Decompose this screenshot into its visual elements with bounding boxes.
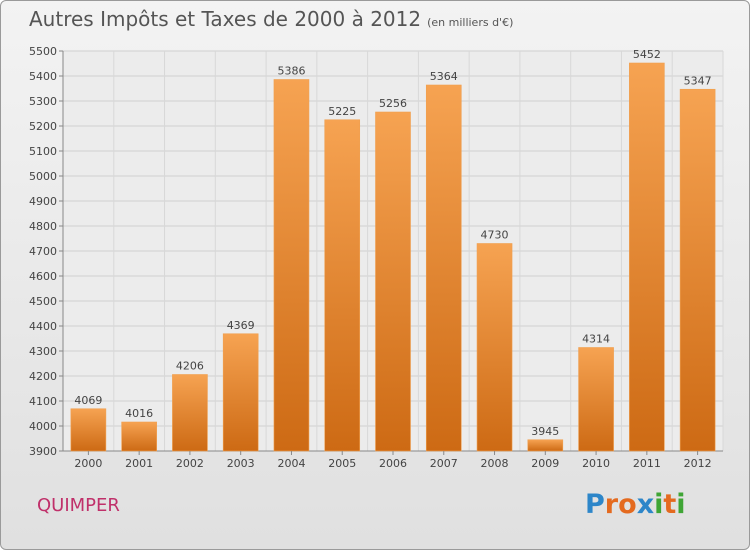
- y-tick-label: 4700: [29, 245, 57, 258]
- city-name: QUIMPER: [37, 495, 120, 516]
- bar: [425, 84, 462, 452]
- bar: [273, 79, 310, 452]
- y-tick-label: 5300: [29, 95, 57, 108]
- data-label: 4016: [125, 407, 153, 420]
- data-label: 4314: [582, 333, 610, 346]
- logo-letter: t: [663, 489, 677, 520]
- bar: [70, 408, 107, 452]
- bar: [629, 62, 665, 452]
- unit-note: (en milliers d'€): [427, 16, 514, 29]
- y-tick-label: 5500: [29, 45, 57, 58]
- x-tick-label: 2001: [125, 457, 153, 470]
- x-tick-label: 2000: [74, 457, 102, 470]
- y-tick-label: 5200: [29, 120, 57, 133]
- data-label: 5225: [328, 105, 356, 118]
- x-tick-label: 2006: [379, 457, 407, 470]
- data-label: 4730: [481, 229, 509, 242]
- y-tick-label: 4100: [29, 395, 57, 408]
- proxiti-logo[interactable]: Proxiti: [585, 489, 686, 520]
- bar: [679, 88, 716, 452]
- y-tick-label: 5000: [29, 170, 57, 183]
- y-tick-label: 4000: [29, 420, 57, 433]
- chart-title-text: Autres Impôts et Taxes de 2000 à 2012: [29, 7, 422, 31]
- x-tick-label: 2008: [481, 457, 509, 470]
- x-tick-label: 2012: [684, 457, 712, 470]
- y-tick-label: 4600: [29, 270, 57, 283]
- y-tick-label: 4500: [29, 295, 57, 308]
- x-tick-label: 2004: [277, 457, 305, 470]
- y-tick-label: 4400: [29, 320, 57, 333]
- x-tick-label: 2002: [176, 457, 204, 470]
- y-tick-label: 3900: [29, 445, 57, 458]
- bar: [324, 119, 361, 452]
- data-label: 5256: [379, 97, 407, 110]
- bar: [527, 439, 564, 452]
- data-label: 5364: [430, 70, 458, 83]
- chart-title: Autres Impôts et Taxes de 2000 à 2012 (en…: [29, 7, 513, 31]
- x-tick-label: 2011: [633, 457, 661, 470]
- y-tick-label: 4200: [29, 370, 57, 383]
- x-tick-label: 2009: [531, 457, 559, 470]
- x-tick-label: 2010: [582, 457, 610, 470]
- x-tick-label: 2003: [227, 457, 255, 470]
- y-tick-label: 4300: [29, 345, 57, 358]
- bar: [476, 243, 513, 452]
- logo-letter: P: [585, 489, 605, 520]
- logo-letter: i: [654, 489, 664, 520]
- bar: [375, 111, 411, 452]
- bar: [578, 347, 614, 452]
- bar: [222, 333, 259, 452]
- logo-letter: i: [676, 489, 686, 520]
- data-label: 3945: [531, 425, 559, 438]
- data-label: 4069: [74, 394, 102, 407]
- data-label: 5452: [633, 48, 661, 61]
- data-label: 4206: [176, 360, 204, 373]
- logo-letter: r: [604, 489, 619, 520]
- data-label: 5347: [684, 74, 712, 87]
- logo-letter: x: [636, 489, 655, 520]
- x-tick-label: 2007: [430, 457, 458, 470]
- data-label: 5386: [277, 65, 305, 78]
- y-tick-label: 4800: [29, 220, 57, 233]
- logo-letter: o: [618, 489, 637, 520]
- y-tick-label: 4900: [29, 195, 57, 208]
- x-tick-label: 2005: [328, 457, 356, 470]
- data-label: 4369: [227, 319, 255, 332]
- bar: [121, 421, 157, 452]
- y-tick-label: 5400: [29, 70, 57, 83]
- bar: [172, 374, 208, 452]
- y-tick-label: 5100: [29, 145, 57, 158]
